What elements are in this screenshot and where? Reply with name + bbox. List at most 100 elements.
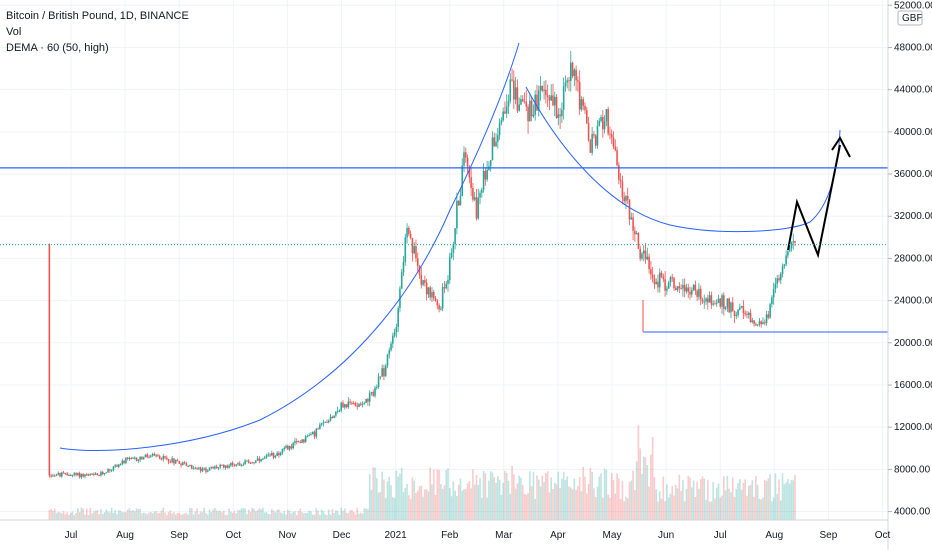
volume-bar [187, 514, 189, 520]
volume-bar [117, 510, 120, 520]
volume-bar [320, 509, 323, 520]
candle-body [735, 315, 738, 317]
candle-body [628, 199, 631, 220]
candle-body [774, 283, 777, 290]
volume-bar [288, 510, 291, 520]
volume-bar [326, 515, 328, 520]
candle-body [573, 69, 576, 77]
time-tick-label: Feb [441, 530, 459, 541]
volume-bar [680, 491, 682, 520]
candle-body [559, 114, 561, 117]
legend-title[interactable]: Bitcoin / British Pound, 1D, BINANCE [6, 10, 189, 22]
candle-body [406, 228, 408, 238]
candle-body [242, 464, 245, 466]
volume-bar [753, 496, 755, 520]
price-tick-label: 4000.00 [894, 507, 931, 518]
candle-body [345, 404, 348, 408]
time-axis[interactable]: Jul Aug Sep Oct Nov Dec 2021 Feb Mar Apr May Jun Jul… [0, 519, 890, 541]
volume-bar [297, 511, 300, 520]
volume-bar [731, 477, 734, 520]
volume-bar [192, 514, 195, 520]
volume-bar [267, 513, 270, 520]
candle-body [397, 308, 399, 328]
volume-bar [233, 510, 236, 520]
candle-body [384, 365, 387, 377]
volume-bar [730, 492, 732, 520]
volume-bar [132, 510, 134, 520]
volume-bar [116, 514, 118, 520]
volume-bar [461, 490, 464, 520]
legend-dema[interactable]: DEMA · 60 (50, high) [6, 42, 109, 54]
volume-bar [739, 479, 741, 520]
candle-body [578, 81, 581, 110]
candle-body [772, 289, 775, 298]
candle-body [258, 458, 261, 462]
volume-bar [562, 471, 565, 520]
candle-body [219, 464, 222, 468]
candle-body [335, 411, 337, 416]
volume-bar [416, 490, 419, 520]
candle-body [126, 457, 129, 459]
volume-bar [527, 493, 529, 520]
volume-bar [110, 507, 113, 520]
volume-bar [164, 512, 166, 520]
candle-body [621, 181, 624, 198]
legend-vol[interactable]: Vol [6, 26, 22, 38]
volume-bar [306, 513, 309, 520]
candle-body [717, 298, 720, 303]
volume-bar [228, 508, 230, 520]
time-tick-label: Sep [170, 530, 188, 541]
volume-bar [388, 476, 391, 520]
candle-body [370, 392, 373, 394]
candle-body [368, 393, 371, 402]
candle-body [411, 238, 414, 254]
candle-body [135, 457, 138, 461]
price-tick-label: 36000.00 [894, 169, 932, 180]
candle-body [319, 424, 321, 430]
volume-bar [299, 508, 302, 520]
candle-body [785, 255, 787, 265]
time-tick-label: Dec [333, 530, 351, 541]
volume-bar [319, 514, 321, 520]
volume-bar [420, 485, 423, 520]
volume-bar [473, 484, 476, 520]
volume-bar [425, 489, 428, 520]
candle-body [301, 439, 303, 443]
candle-body [91, 473, 93, 475]
candle-body [299, 441, 302, 443]
volume-bar [367, 509, 369, 520]
candle-body [306, 435, 309, 437]
candle-body [575, 69, 577, 81]
candle-body [352, 403, 355, 405]
candle-body [635, 232, 638, 235]
volume-bar [594, 497, 597, 520]
candle-body [669, 277, 672, 283]
candle-body [568, 80, 570, 82]
candle-body [158, 455, 161, 459]
candle-body [101, 471, 104, 475]
price-tick-label: 40000.00 [894, 127, 932, 138]
candle-body [699, 288, 702, 300]
candle-body [71, 475, 74, 477]
volume-bar [666, 484, 668, 520]
volume-bar [240, 508, 243, 520]
volume-bar [644, 457, 647, 520]
volume-bar [400, 467, 403, 520]
price-axis[interactable]: 52000.00 48000.00 44000.00 40000.00 36000.00… [887, 0, 932, 550]
candle-body [431, 292, 433, 298]
candle-body [674, 288, 677, 291]
volume-bar [787, 479, 789, 520]
volume-bar [390, 485, 392, 520]
volume-bar [669, 493, 672, 520]
candle-body [240, 465, 243, 467]
candle-body [730, 302, 732, 313]
volume-bar [436, 469, 439, 520]
volume-bar [173, 512, 175, 520]
candle-body [667, 282, 670, 289]
volume-bar [591, 471, 593, 520]
volume-bar [497, 476, 499, 520]
candle-body [390, 343, 392, 351]
volume-bar [721, 495, 723, 520]
volume-bar [569, 487, 572, 520]
